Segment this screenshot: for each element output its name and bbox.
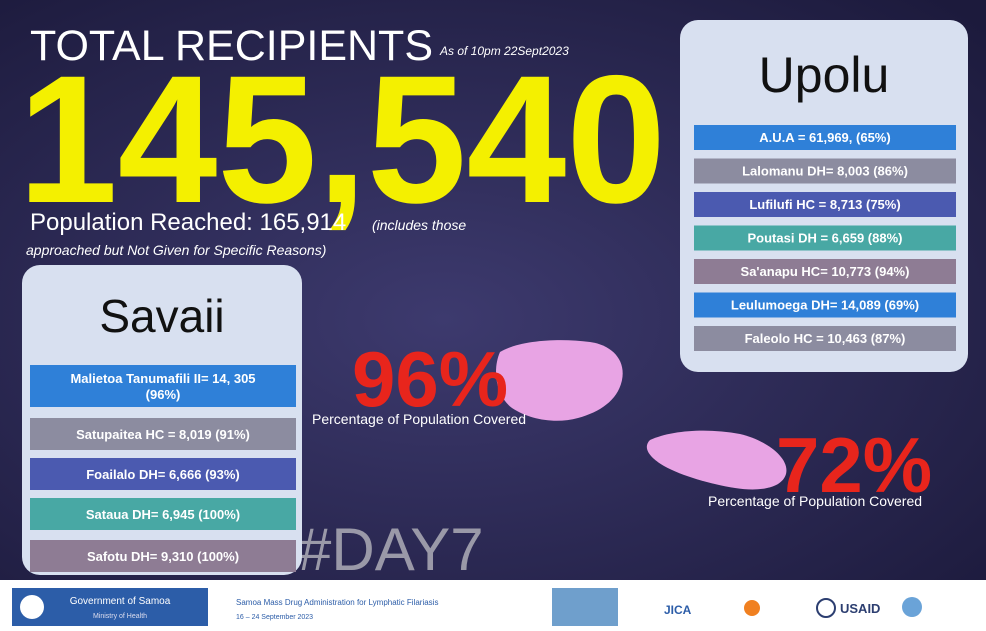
as-of: As of 10pm 22Sept2023 [439, 44, 569, 58]
upolu-row-text: Lufilufi HC = 8,713 (75%) [749, 197, 900, 212]
upolu-row [694, 259, 956, 284]
who-logo [902, 597, 922, 617]
population-reached: Population Reached: 165,914 [30, 209, 346, 236]
note: approached but Not Given for Specific Re… [26, 242, 326, 258]
savaii-rows: Malietoa Tanumafili II= 14, 305(96%) Satu… [30, 365, 296, 572]
upolu-row [694, 158, 956, 184]
coverage-label: Percentage of Population Covered [312, 411, 526, 427]
upolu-coverage: 72% [776, 421, 932, 509]
upolu-row-text: Faleolo HC = 10,463 (87%) [745, 331, 906, 346]
savaii-row-text: Foailalo DH= 6,666 (93%) [86, 467, 240, 482]
upolu-row [694, 225, 956, 251]
gov-ministry: Ministry of Health [93, 613, 147, 620]
savaii-row-text: Malietoa Tanumafili II= 14, 305 [70, 371, 255, 386]
mda-logo [552, 588, 618, 626]
savaii-row-text: Satupaitea HC = 8,019 (91%) [76, 427, 250, 442]
usaid-seal [816, 598, 836, 618]
gov-emblem [20, 595, 44, 619]
savaii-title: Savaii [99, 290, 224, 342]
upolu-row-text: Lalomanu DH= 8,003 (86%) [742, 164, 908, 179]
upolu-row-text: Leulumoega DH= 14,089 (69%) [731, 298, 919, 313]
savaii-island [496, 340, 623, 421]
savaii-row [30, 365, 296, 407]
campaign-dates: 16 – 24 September 2023 [236, 614, 313, 621]
hashtag: #DAY7 [298, 516, 484, 583]
upolu-row-text: Sa'anapu HC= 10,773 (94%) [741, 264, 910, 279]
upolu-row [694, 326, 956, 351]
gsk-logo [744, 600, 760, 616]
upolu-island [646, 430, 787, 490]
title: TOTAL RECIPIENTS [30, 22, 433, 70]
upolu-title: Upolu [759, 47, 890, 103]
note: (includes those [372, 217, 466, 233]
upolu-row-text: Poutasi DH = 6,659 (88%) [748, 231, 903, 246]
upolu-row-text: A.U.A = 61,969, (65%) [759, 130, 890, 145]
usaid-logo: USAID [840, 601, 880, 616]
campaign: Samoa Mass Drug Administration for Lymph… [236, 598, 438, 607]
upolu-rows: A.U.A = 61,969, (65%) Lalomanu DH= 8,003 … [694, 125, 956, 351]
savaii-coverage: 96% [352, 335, 508, 423]
upolu-row [694, 192, 956, 217]
savaii-row [30, 498, 296, 530]
savaii-row [30, 418, 296, 450]
gov-logo-box [12, 588, 208, 626]
upolu-row [694, 125, 956, 150]
savaii-row [30, 458, 296, 490]
savaii-row-text: (96%) [146, 387, 181, 402]
upolu-row [694, 292, 956, 318]
savaii-row-text: Safotu DH= 9,310 (100%) [87, 549, 239, 564]
jica-logo: JICA [664, 603, 692, 617]
savaii-row-text: Sataua DH= 6,945 (100%) [86, 507, 240, 522]
coverage-label: Percentage of Population Covered [708, 493, 922, 509]
total-recipients: 145,540 [18, 37, 666, 241]
gov-name: Government of Samoa [70, 596, 171, 607]
savaii-row [30, 540, 296, 572]
